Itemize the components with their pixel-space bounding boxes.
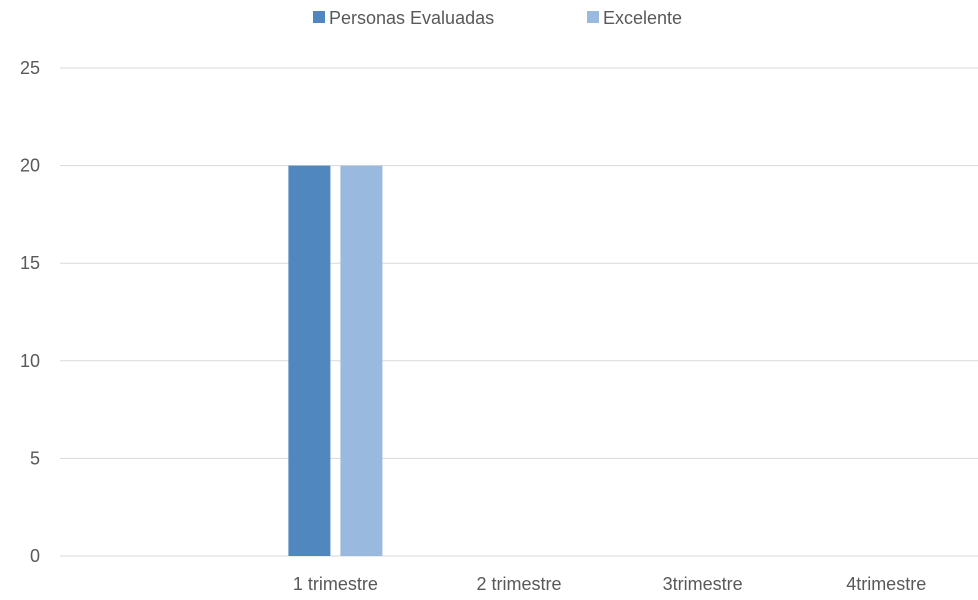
- legend: Personas Evaluadas Excelente: [313, 8, 682, 28]
- y-tick-label: 0: [30, 546, 40, 566]
- legend-swatch: [587, 11, 599, 23]
- legend-label: Excelente: [603, 8, 682, 28]
- x-tick-label: 4trimestre: [846, 574, 926, 594]
- y-tick-label: 15: [20, 253, 40, 273]
- bar-personas-evaluadas-1: [288, 165, 331, 556]
- y-tick-label: 20: [20, 156, 40, 176]
- y-axis-ticks: 0 5 10 15 20 25: [20, 58, 40, 566]
- bar-excelente-1: [340, 165, 383, 556]
- bars: [288, 165, 383, 556]
- legend-label: Personas Evaluadas: [329, 8, 494, 28]
- x-tick-label: 3trimestre: [663, 574, 743, 594]
- x-tick-label: 1 trimestre: [293, 574, 378, 594]
- y-tick-label: 25: [20, 58, 40, 78]
- y-tick-label: 10: [20, 351, 40, 371]
- y-tick-label: 5: [30, 448, 40, 468]
- legend-swatch: [313, 11, 325, 23]
- x-tick-label: 2 trimestre: [476, 574, 561, 594]
- grid-lines: [60, 67, 978, 557]
- x-axis-ticks: 1 trimestre 2 trimestre 3trimestre 4trimest…: [293, 574, 926, 594]
